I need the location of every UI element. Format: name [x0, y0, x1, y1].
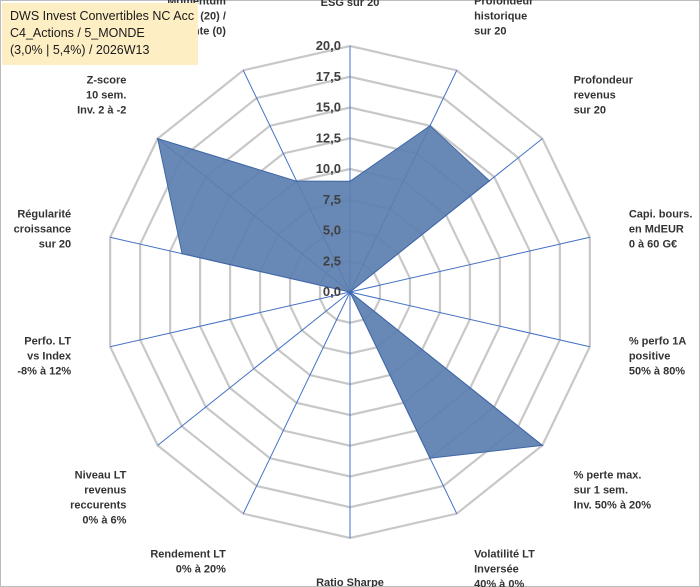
data-point-2	[488, 180, 491, 182]
tick-label-8: 20,0	[316, 38, 341, 53]
data-point-10	[349, 291, 351, 293]
axis-spoke-3	[349, 236, 590, 293]
data-point-0	[349, 180, 351, 183]
data-point-11	[181, 252, 183, 255]
tick-label-5: 12,5	[316, 130, 341, 145]
data-point-13	[295, 180, 298, 182]
chart-title-line-1: DWS Invest Convertibles NC Acc	[10, 9, 195, 23]
tick-label-2: 5,0	[323, 223, 341, 238]
axis-label-8: Rendement LT 0% à 20%	[150, 549, 226, 576]
axis-label-1: Profondeur historique sur 20	[474, 0, 534, 37]
chart-title-line-2: C4_Actions / 5_MONDE	[10, 26, 145, 40]
axis-label-10: Perfo. LT vs Index -8% à 12%	[17, 336, 72, 378]
axis-label-3: Capi. bours. en MdEUR 0 à 60 G€	[629, 208, 693, 250]
data-point-12	[156, 137, 159, 140]
axis-spoke-4	[349, 291, 590, 348]
tick-label-0: 0,0	[323, 284, 341, 299]
axis-label-6: Volatilité LT Inversée 40% à 0%	[474, 549, 535, 587]
axis-label-2: Profondeur revenus sur 20	[574, 75, 634, 117]
tick-label-3: 7,5	[323, 192, 341, 207]
axis-label-9: Niveau LT revenus reccurents 0% à 6%	[70, 469, 127, 526]
chart-title-line-3: (3,0% | 5,4%) / 2026W13	[10, 43, 150, 57]
tick-label-1: 2,5	[323, 253, 341, 268]
axis-label-5: % perte max. sur 1 sem. Inv. 50% à 20%	[574, 469, 652, 511]
data-point-5	[541, 444, 544, 447]
axis-spoke-8	[242, 291, 351, 514]
tick-label-4: 10,0	[316, 161, 341, 176]
axis-spoke-10	[110, 291, 351, 348]
data-point-1	[429, 124, 431, 127]
axis-spoke-9	[157, 291, 351, 446]
tick-label-6: 15,0	[316, 100, 341, 115]
axis-label-0: NoteESG sur 20	[321, 0, 380, 9]
tick-label-7: 17,5	[316, 69, 341, 84]
axis-label-12: Z-score 10 sem. Inv. 2 à -2	[77, 75, 126, 117]
axis-label-11: Régularité croissance sur 20	[14, 208, 71, 250]
axis-label-4: % perfo 1A positive 50% à 80%	[629, 336, 687, 378]
data-point-6	[429, 457, 431, 460]
chart-title-box: DWS Invest Convertibles NC Acc C4_Action…	[2, 3, 198, 65]
axis-label-7: Ratio Sharpe0 à 1	[316, 577, 384, 587]
